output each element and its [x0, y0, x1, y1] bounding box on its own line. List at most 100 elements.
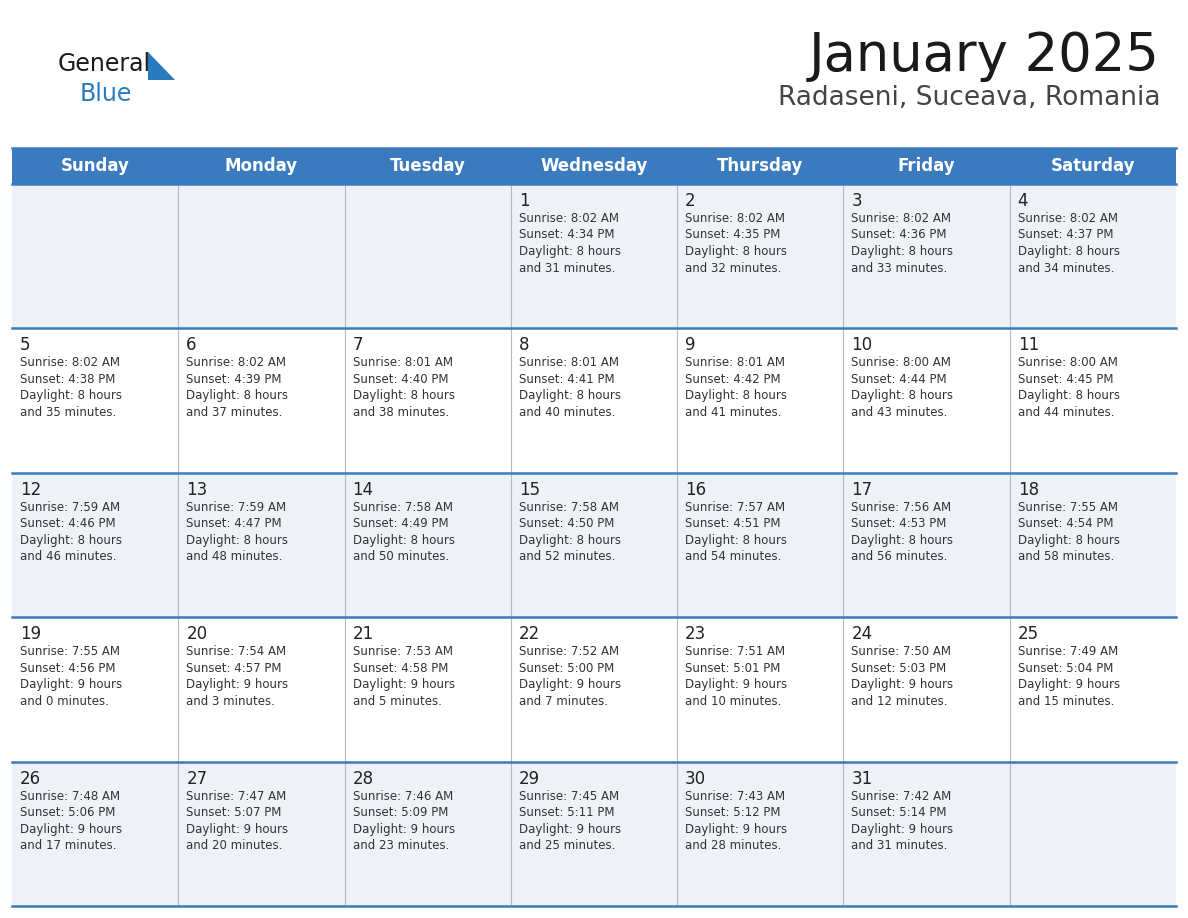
Text: 19: 19: [20, 625, 42, 644]
Text: Daylight: 9 hours: Daylight: 9 hours: [353, 678, 455, 691]
Text: Daylight: 8 hours: Daylight: 8 hours: [852, 389, 954, 402]
Text: Sunset: 4:53 PM: Sunset: 4:53 PM: [852, 518, 947, 531]
Text: and 23 minutes.: and 23 minutes.: [353, 839, 449, 852]
Text: Sunset: 4:51 PM: Sunset: 4:51 PM: [685, 518, 781, 531]
Text: Daylight: 8 hours: Daylight: 8 hours: [519, 389, 621, 402]
Text: and 20 minutes.: and 20 minutes.: [187, 839, 283, 852]
Text: and 44 minutes.: and 44 minutes.: [1018, 406, 1114, 419]
Text: Sunset: 4:44 PM: Sunset: 4:44 PM: [852, 373, 947, 386]
Text: and 28 minutes.: and 28 minutes.: [685, 839, 782, 852]
Text: Sunrise: 7:51 AM: Sunrise: 7:51 AM: [685, 645, 785, 658]
Text: Daylight: 8 hours: Daylight: 8 hours: [685, 389, 788, 402]
Text: and 41 minutes.: and 41 minutes.: [685, 406, 782, 419]
Text: Daylight: 8 hours: Daylight: 8 hours: [852, 245, 954, 258]
Text: 5: 5: [20, 336, 31, 354]
Text: Friday: Friday: [898, 157, 955, 175]
Text: and 52 minutes.: and 52 minutes.: [519, 550, 615, 564]
Text: and 56 minutes.: and 56 minutes.: [852, 550, 948, 564]
Text: and 43 minutes.: and 43 minutes.: [852, 406, 948, 419]
Text: Daylight: 8 hours: Daylight: 8 hours: [20, 533, 122, 547]
Text: Sunset: 5:00 PM: Sunset: 5:00 PM: [519, 662, 614, 675]
Bar: [12, 184, 1176, 329]
Text: 8: 8: [519, 336, 530, 354]
Text: Sunrise: 7:56 AM: Sunrise: 7:56 AM: [852, 501, 952, 514]
Bar: [12, 617, 1176, 762]
Text: Sunrise: 7:42 AM: Sunrise: 7:42 AM: [852, 789, 952, 802]
Text: Sunset: 4:38 PM: Sunset: 4:38 PM: [20, 373, 115, 386]
Text: Daylight: 8 hours: Daylight: 8 hours: [519, 245, 621, 258]
Text: 14: 14: [353, 481, 374, 498]
Text: Sunrise: 8:02 AM: Sunrise: 8:02 AM: [685, 212, 785, 225]
Text: Sunset: 4:56 PM: Sunset: 4:56 PM: [20, 662, 115, 675]
Text: Sunset: 4:49 PM: Sunset: 4:49 PM: [353, 518, 448, 531]
Text: Sunset: 4:35 PM: Sunset: 4:35 PM: [685, 229, 781, 241]
Text: General: General: [58, 52, 151, 76]
Text: Wednesday: Wednesday: [541, 157, 647, 175]
Text: Daylight: 9 hours: Daylight: 9 hours: [685, 678, 788, 691]
Text: and 50 minutes.: and 50 minutes.: [353, 550, 449, 564]
Text: 21: 21: [353, 625, 374, 644]
Text: Sunrise: 7:55 AM: Sunrise: 7:55 AM: [20, 645, 120, 658]
Text: and 46 minutes.: and 46 minutes.: [20, 550, 116, 564]
Text: Sunset: 5:12 PM: Sunset: 5:12 PM: [685, 806, 781, 819]
Text: Sunrise: 7:58 AM: Sunrise: 7:58 AM: [353, 501, 453, 514]
Text: and 54 minutes.: and 54 minutes.: [685, 550, 782, 564]
Text: Sunrise: 7:45 AM: Sunrise: 7:45 AM: [519, 789, 619, 802]
Text: Daylight: 9 hours: Daylight: 9 hours: [353, 823, 455, 835]
Text: 28: 28: [353, 769, 374, 788]
Text: 26: 26: [20, 769, 42, 788]
Text: Daylight: 8 hours: Daylight: 8 hours: [852, 533, 954, 547]
Text: Daylight: 9 hours: Daylight: 9 hours: [519, 823, 621, 835]
Text: Sunrise: 7:43 AM: Sunrise: 7:43 AM: [685, 789, 785, 802]
Text: Sunrise: 7:49 AM: Sunrise: 7:49 AM: [1018, 645, 1118, 658]
Text: Sunrise: 7:57 AM: Sunrise: 7:57 AM: [685, 501, 785, 514]
Bar: [12, 329, 1176, 473]
Text: Sunset: 5:03 PM: Sunset: 5:03 PM: [852, 662, 947, 675]
Text: Daylight: 8 hours: Daylight: 8 hours: [685, 245, 788, 258]
Text: Sunrise: 7:54 AM: Sunrise: 7:54 AM: [187, 645, 286, 658]
Text: Tuesday: Tuesday: [390, 157, 466, 175]
Text: Sunrise: 7:55 AM: Sunrise: 7:55 AM: [1018, 501, 1118, 514]
Text: Sunset: 5:04 PM: Sunset: 5:04 PM: [1018, 662, 1113, 675]
Text: Daylight: 9 hours: Daylight: 9 hours: [20, 823, 122, 835]
Text: 13: 13: [187, 481, 208, 498]
Text: Sunrise: 8:02 AM: Sunrise: 8:02 AM: [20, 356, 120, 369]
Text: 11: 11: [1018, 336, 1040, 354]
Text: Blue: Blue: [80, 82, 132, 106]
Text: and 12 minutes.: and 12 minutes.: [852, 695, 948, 708]
Text: 18: 18: [1018, 481, 1038, 498]
Text: Sunset: 4:54 PM: Sunset: 4:54 PM: [1018, 518, 1113, 531]
Text: and 58 minutes.: and 58 minutes.: [1018, 550, 1114, 564]
Text: Daylight: 8 hours: Daylight: 8 hours: [1018, 533, 1120, 547]
Text: Daylight: 9 hours: Daylight: 9 hours: [20, 678, 122, 691]
Text: Daylight: 8 hours: Daylight: 8 hours: [1018, 245, 1120, 258]
Text: and 38 minutes.: and 38 minutes.: [353, 406, 449, 419]
Text: Sunset: 5:01 PM: Sunset: 5:01 PM: [685, 662, 781, 675]
Text: Sunset: 4:47 PM: Sunset: 4:47 PM: [187, 518, 282, 531]
Text: Monday: Monday: [225, 157, 298, 175]
Text: Daylight: 8 hours: Daylight: 8 hours: [353, 389, 455, 402]
Bar: [12, 148, 1176, 184]
Text: 25: 25: [1018, 625, 1038, 644]
Text: 31: 31: [852, 769, 873, 788]
Text: and 25 minutes.: and 25 minutes.: [519, 839, 615, 852]
Text: Sunset: 4:58 PM: Sunset: 4:58 PM: [353, 662, 448, 675]
Text: Daylight: 8 hours: Daylight: 8 hours: [685, 533, 788, 547]
Text: 12: 12: [20, 481, 42, 498]
Text: and 37 minutes.: and 37 minutes.: [187, 406, 283, 419]
Text: Sunrise: 7:47 AM: Sunrise: 7:47 AM: [187, 789, 286, 802]
Text: and 15 minutes.: and 15 minutes.: [1018, 695, 1114, 708]
Text: Sunrise: 7:52 AM: Sunrise: 7:52 AM: [519, 645, 619, 658]
Text: Sunset: 4:42 PM: Sunset: 4:42 PM: [685, 373, 781, 386]
Text: 9: 9: [685, 336, 696, 354]
Text: Daylight: 9 hours: Daylight: 9 hours: [519, 678, 621, 691]
Text: 29: 29: [519, 769, 541, 788]
Text: Sunrise: 7:53 AM: Sunrise: 7:53 AM: [353, 645, 453, 658]
Text: 24: 24: [852, 625, 872, 644]
Text: and 31 minutes.: and 31 minutes.: [852, 839, 948, 852]
Text: Sunrise: 8:01 AM: Sunrise: 8:01 AM: [685, 356, 785, 369]
Text: Sunrise: 8:02 AM: Sunrise: 8:02 AM: [519, 212, 619, 225]
Text: and 7 minutes.: and 7 minutes.: [519, 695, 608, 708]
Text: and 0 minutes.: and 0 minutes.: [20, 695, 109, 708]
Text: and 35 minutes.: and 35 minutes.: [20, 406, 116, 419]
